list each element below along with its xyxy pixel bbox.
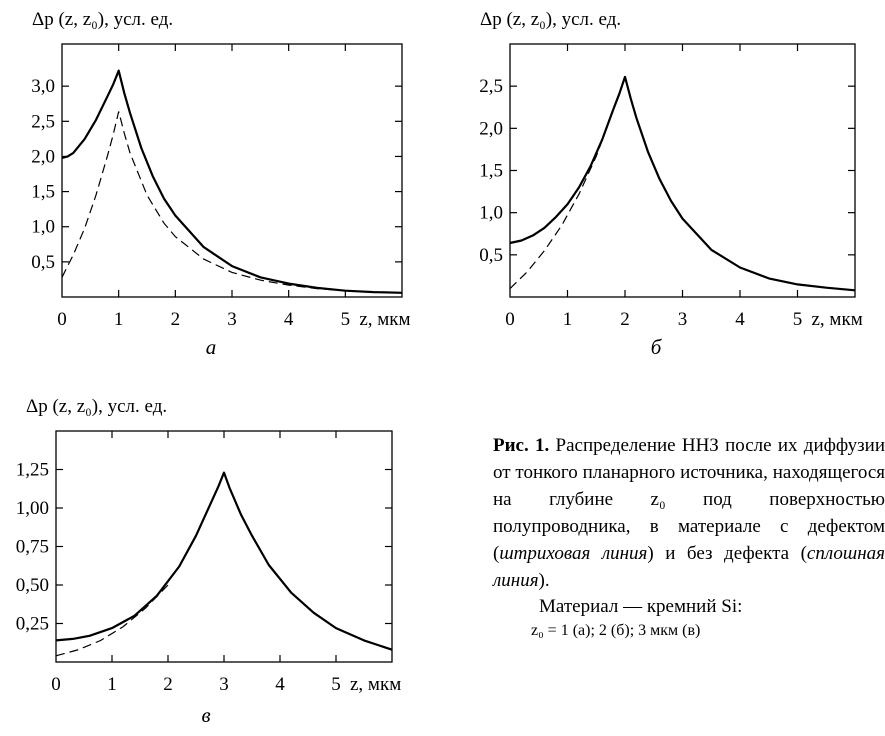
x-tick-label: 0 xyxy=(51,674,61,695)
series-line-solid xyxy=(509,75,856,292)
x-tick-label: 0 xyxy=(505,309,515,330)
figure-caption: Рис. 1. Распределение ННЗ после их диффу… xyxy=(493,432,885,643)
caption-text-2: ) и без дефекта ( xyxy=(647,543,807,564)
y-axis-label: Δp (z, z₀), усл. ед. xyxy=(26,396,167,417)
y-tick-label: 1,25 xyxy=(16,460,49,481)
x-axis-label: z, мкм xyxy=(350,674,401,695)
x-tick-label: 5 xyxy=(341,309,351,330)
x-tick-label: 4 xyxy=(275,674,285,695)
y-tick-label: 0,5 xyxy=(479,245,503,266)
panel-label: в xyxy=(201,703,210,727)
x-axis-label: z, мкм xyxy=(812,309,863,330)
y-tick-label: 1,00 xyxy=(16,498,49,519)
x-tick-label: 1 xyxy=(114,309,124,330)
x-axis-label: z, мкм xyxy=(359,309,410,330)
panel-label: б xyxy=(651,335,663,359)
chart-panel-1: Δp (z, z₀), усл. ед. 0,5 1,0 1,5 2,0 2,5 3,0 0 1… xyxy=(31,9,410,359)
panel-label: а xyxy=(206,335,217,359)
x-tick-label: 3 xyxy=(678,309,688,330)
plot-frame xyxy=(509,43,856,298)
caption-material: Материал — кремний Si: xyxy=(539,596,743,617)
y-tick-label: 1,5 xyxy=(479,161,503,182)
y-tick-label: 2,0 xyxy=(31,146,55,167)
y-tick-label: 3,0 xyxy=(31,76,55,97)
x-tick-label: 3 xyxy=(227,309,237,330)
series-line-solid xyxy=(55,471,393,651)
caption-values: z₀ = 1 (а); 2 (б); 3 мкм (в) xyxy=(531,622,701,639)
y-tick-label: 2,5 xyxy=(479,76,503,97)
x-tick-label: 3 xyxy=(219,674,229,695)
chart-panel-3: Δp (z, z₀), усл. ед. 0,25 0,50 0,75 1,00 1,25… xyxy=(16,396,401,727)
y-tick-label: 2,0 xyxy=(479,118,503,139)
x-tick-label: 0 xyxy=(57,309,67,330)
plot-frame xyxy=(55,430,393,663)
x-tick-label: 5 xyxy=(793,309,803,330)
caption-text-3: ). xyxy=(538,570,550,591)
y-tick-label: 1,0 xyxy=(479,203,503,224)
caption-head: Рис. 1. xyxy=(493,435,550,456)
series-line-dashed xyxy=(509,76,626,290)
y-tick-label: 0,25 xyxy=(16,614,49,635)
x-tick-label: 2 xyxy=(620,309,630,330)
x-tick-label: 2 xyxy=(163,674,173,695)
series-line-solid xyxy=(61,69,403,294)
y-axis-label: Δp (z, z₀), усл. ед. xyxy=(32,9,173,30)
x-tick-label: 5 xyxy=(331,674,341,695)
y-tick-label: 1,0 xyxy=(31,217,55,238)
series-line-dashed xyxy=(55,584,169,657)
y-tick-label: 1,5 xyxy=(31,182,55,203)
x-tick-label: 1 xyxy=(107,674,117,695)
y-tick-label: 2,5 xyxy=(31,111,55,132)
caption-solid-label: сплошная линия xyxy=(493,543,885,591)
y-tick-label: 0,50 xyxy=(16,575,49,596)
caption-dashed-label: штриховая линия xyxy=(499,543,648,564)
y-tick-label: 0,75 xyxy=(16,537,49,558)
y-axis-label: Δp (z, z₀), усл. ед. xyxy=(480,9,621,30)
x-tick-label: 1 xyxy=(563,309,573,330)
chart-panel-2: Δp (z, z₀), усл. ед. 0,5 1,0 1,5 2,0 2,5 0 1 2 3 4… xyxy=(479,9,862,359)
y-tick-label: 0,5 xyxy=(31,252,55,273)
x-tick-label: 4 xyxy=(284,309,294,330)
x-tick-label: 2 xyxy=(171,309,181,330)
caption-text-1: Распределение ННЗ после их диффузии от т… xyxy=(493,435,885,564)
x-tick-label: 4 xyxy=(735,309,745,330)
